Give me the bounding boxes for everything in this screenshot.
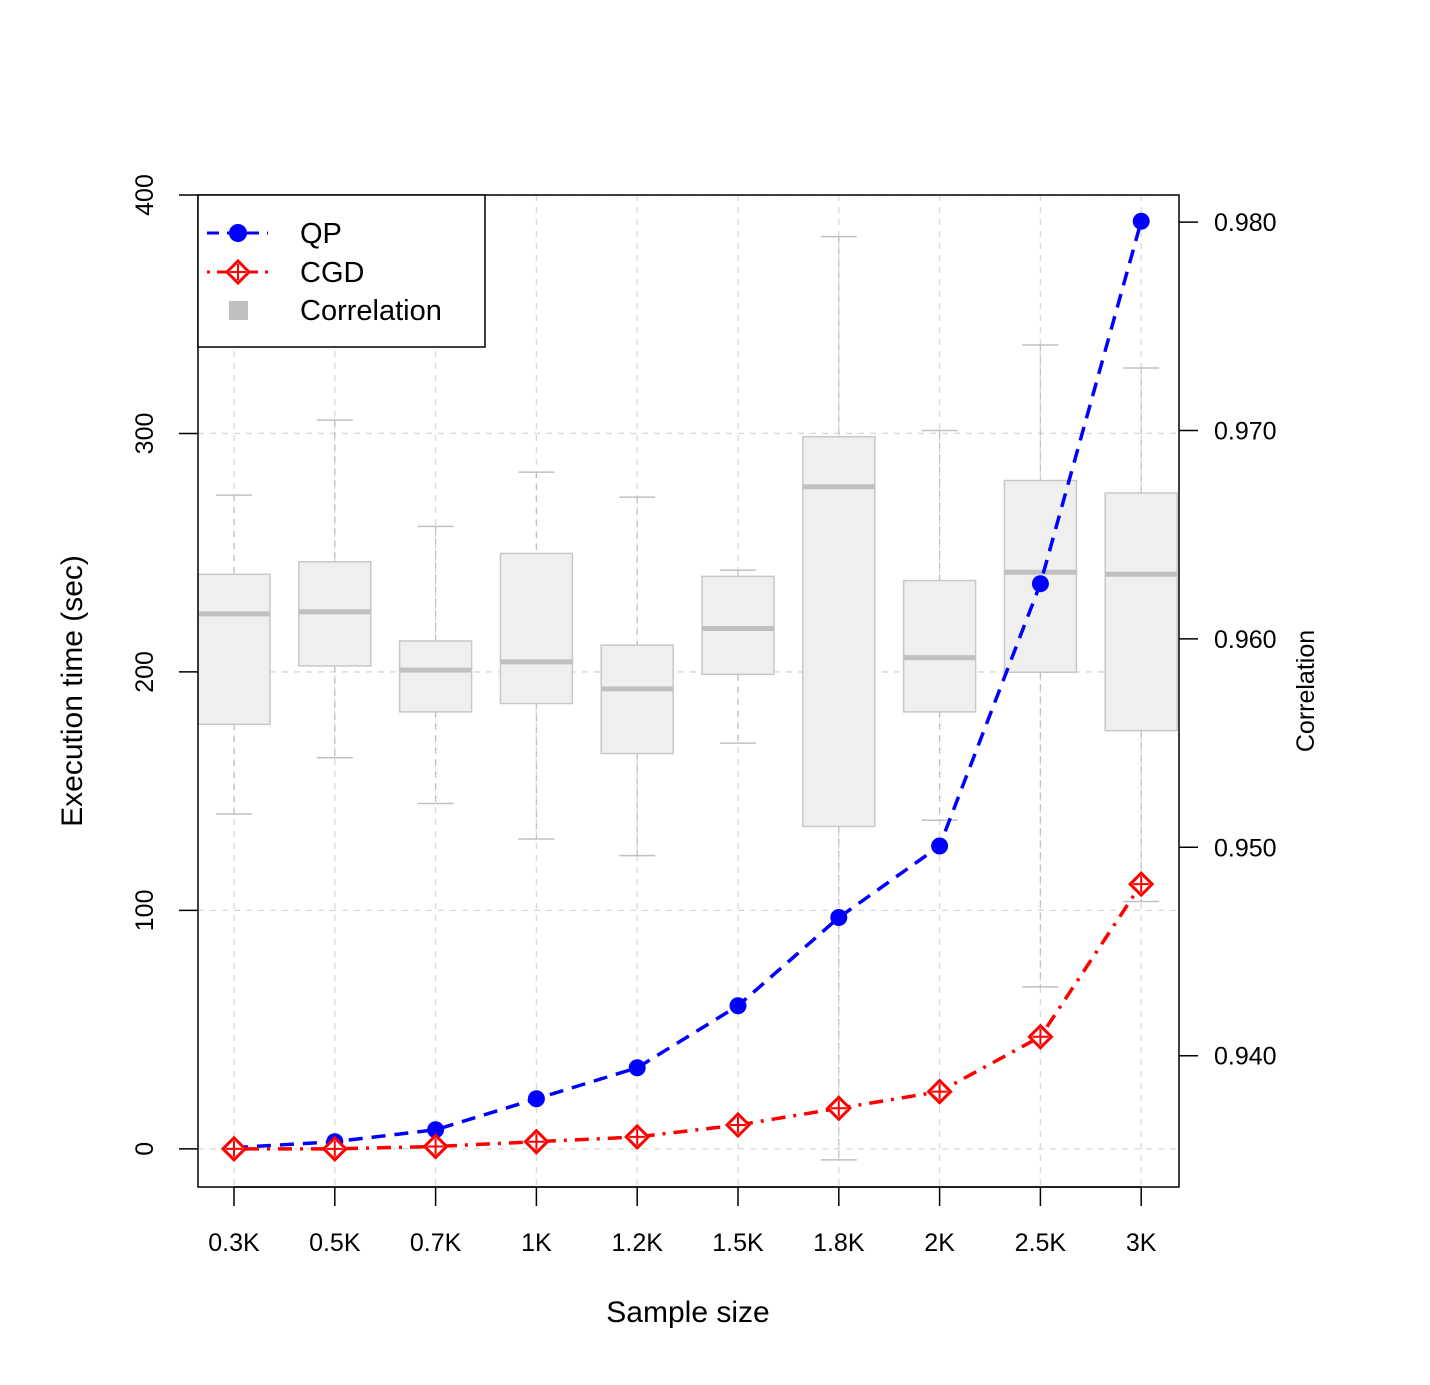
- legend-correlation-label: Correlation: [300, 295, 442, 327]
- point-QP-3K: [1132, 212, 1150, 230]
- box: [802, 435, 876, 828]
- point-CGD-1K: [523, 1128, 550, 1155]
- point-CGD-3K: [1128, 871, 1155, 898]
- x-tick-label-0.5K: 0.5K: [309, 1229, 361, 1257]
- boxplot-3K: [1104, 367, 1178, 903]
- correlation-boxplots: [197, 235, 1178, 1161]
- x-tick-label-2.5K: 2.5K: [1015, 1229, 1067, 1257]
- point-CGD-2K: [926, 1078, 953, 1105]
- x-tick-label-1K: 1K: [521, 1229, 552, 1257]
- point-CGD-1.2K: [624, 1123, 651, 1151]
- point-CGD-0.7K: [422, 1133, 449, 1160]
- x-tick-label-1.5K: 1.5K: [712, 1229, 764, 1257]
- y-tick-label-400: 400: [131, 174, 159, 216]
- box: [499, 552, 574, 705]
- x-tick-label-0.3K: 0.3K: [208, 1229, 260, 1257]
- boxplot-1K: [499, 471, 574, 840]
- point-QP-1.5K: [729, 997, 747, 1015]
- y2-tick-label-0.940: 0.940: [1214, 1043, 1277, 1071]
- legend-qp-marker: [229, 224, 247, 242]
- y-axis-title: Execution time (sec): [56, 555, 89, 827]
- x-tick-label-0.7K: 0.7K: [410, 1229, 462, 1257]
- point-QP-1.8K: [830, 909, 848, 927]
- legend-cgd-marker: [224, 258, 252, 286]
- series-line-CGD: [234, 883, 1143, 1151]
- legend: QP CGD Correlation: [197, 194, 486, 348]
- boxplot-2K: [902, 429, 977, 821]
- x-tick-label-2K: 2K: [924, 1229, 955, 1257]
- series-line-QP: [233, 220, 1143, 1150]
- box: [1104, 492, 1178, 732]
- point-QP-2K: [931, 837, 949, 855]
- box: [398, 640, 473, 713]
- point-QP-2.5K: [1031, 575, 1049, 593]
- point-QP-1.2K: [628, 1059, 646, 1077]
- point-CGD-1.8K: [825, 1095, 852, 1122]
- boxplot-2.5K: [1003, 344, 1078, 988]
- box: [701, 575, 775, 676]
- y-tick-label-300: 300: [131, 413, 159, 455]
- boxplot-0.5K: [298, 419, 372, 759]
- boxplot-1.2K: [600, 496, 674, 857]
- boxplot-0.7K: [398, 525, 473, 805]
- axes: 0.3K 0.5K 0.7K 1K 1.2K 1.5K 1.8K 2K 2.5K 3K 0 100 20…: [131, 174, 1277, 1257]
- series-markers: [220, 212, 1155, 1162]
- y-tick-label-200: 200: [131, 651, 159, 693]
- x-axis-title: Sample size: [606, 1296, 769, 1329]
- series-lines: [233, 220, 1143, 1151]
- boxplot-1.5K: [701, 569, 775, 744]
- legend-qp-label: QP: [300, 218, 342, 250]
- box: [902, 579, 977, 713]
- x-tick-label-1.8K: 1.8K: [813, 1229, 865, 1257]
- y2-axis-title: Correlation: [1292, 630, 1320, 752]
- y-tick-label-100: 100: [131, 890, 159, 932]
- y2-tick-label-0.950: 0.950: [1214, 834, 1277, 862]
- y-tick-label-0: 0: [131, 1142, 159, 1156]
- y2-tick-label-0.980: 0.980: [1214, 209, 1277, 237]
- point-QP-0.7K: [427, 1121, 445, 1139]
- box: [600, 644, 674, 755]
- y2-tick-label-0.960: 0.960: [1214, 626, 1277, 654]
- x-tick-label-3K: 3K: [1126, 1229, 1157, 1257]
- y2-tick-label-0.970: 0.970: [1214, 417, 1277, 445]
- legend-cgd-label: CGD: [300, 257, 364, 289]
- boxplot-0.3K: [197, 494, 271, 815]
- point-CGD-0.3K: [220, 1135, 248, 1162]
- point-CGD-2.5K: [1027, 1023, 1054, 1050]
- legend-correlation-marker: [229, 301, 248, 320]
- point-QP-1K: [527, 1090, 545, 1108]
- point-CGD-1.5K: [724, 1111, 752, 1139]
- box: [197, 573, 271, 726]
- x-tick-label-1.2K: 1.2K: [611, 1229, 663, 1257]
- point-CGD-0.5K: [321, 1135, 348, 1162]
